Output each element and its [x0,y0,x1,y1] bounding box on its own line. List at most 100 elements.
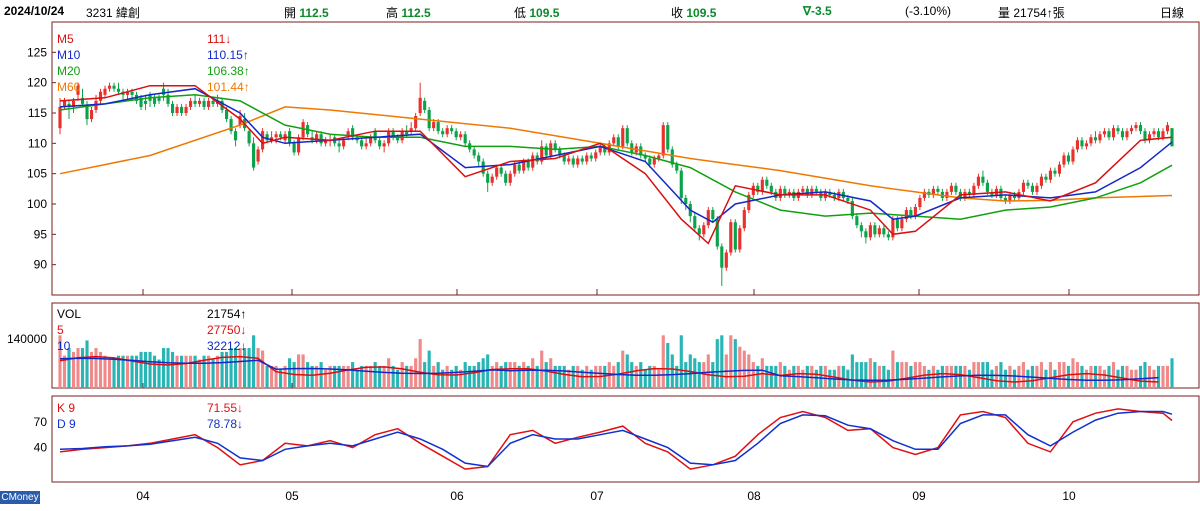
kd-tick-label: 70 [34,415,48,429]
candle-body [225,109,229,120]
volume-bar [175,355,179,388]
volume-bar [549,358,553,388]
x-axis-label: 09 [912,489,926,503]
volume-bar [468,365,472,388]
candle-body [490,176,494,183]
volume-bar [355,369,359,388]
candle-body [652,158,656,165]
legend-m20: M20 [57,64,81,78]
candle-body [1129,128,1134,132]
candle-body [346,131,350,138]
candle-body [256,149,260,162]
volume-bar [396,369,400,388]
candle-body [625,128,629,144]
volume-bar [337,365,341,388]
candle-body [152,97,157,104]
volume-bar [508,362,512,388]
volume-bar [378,365,382,388]
candle-body [1021,182,1026,192]
legend-m5-value: 111↓ [207,32,232,46]
candle-body [1075,140,1080,150]
volume-bar [409,365,413,388]
candle-body [886,234,890,238]
candle-body [337,143,341,147]
volume-bar [297,354,301,388]
candle-body [414,116,418,129]
candle-body [985,182,989,192]
candle-body [166,94,170,104]
ma20-line [59,94,1173,220]
volume-bar [1012,369,1016,388]
candle-body [922,191,926,198]
volume-bar [265,365,269,388]
candle-body [693,216,697,229]
volume-bar [216,355,220,388]
volume-bar [319,362,323,388]
volume-bar [1093,365,1098,388]
candle-body [1152,131,1156,135]
volume-bar [170,351,175,388]
volume-bar [58,335,62,388]
volume-bar [765,365,769,388]
volume-bar [990,369,994,388]
volume-bar [225,351,229,388]
candle-body [603,146,607,153]
candle-body [729,222,733,253]
candle-body [1143,131,1147,141]
volume-bar [184,355,188,388]
candle-body [720,246,724,268]
candle-body [517,164,521,171]
volume-bar [351,362,355,388]
candle-body [558,149,562,156]
volume-bar [873,362,877,388]
volume-bar [841,365,845,388]
candle-body [175,106,179,113]
candle-body [1111,128,1116,138]
legend-m60-value: 101.44↑ [207,80,250,94]
brand-logo: CMoney [0,491,40,504]
volume-bar [1026,369,1030,388]
change-percent: (-3.10%) [905,4,952,18]
candle-body [706,210,710,226]
volume-bar [373,362,377,388]
candle-body [252,143,256,168]
candle-body [1138,125,1143,132]
change-value: ∇-3.5 [803,4,832,18]
volume-bar [71,351,76,388]
volume-bar [886,369,890,388]
volume-bar [1003,369,1007,388]
volume-bar [472,365,476,388]
candle-body [265,134,269,141]
volume-bar [1120,365,1125,388]
volume-bar [837,365,841,388]
volume-bar [612,365,616,388]
volume-bar [774,365,778,388]
candle-body [531,155,535,168]
volume-bar [116,355,121,388]
candle-body [274,134,278,138]
candle-body [738,228,742,250]
volume-bar [576,365,580,388]
candle-body [103,88,107,95]
candle-body [945,191,949,198]
candle-body [882,228,886,235]
candle-body [450,128,454,132]
candle-body [499,167,503,174]
volume-bar [958,365,962,388]
candle-body [967,191,971,195]
x-axis-label: 05 [285,489,299,503]
candle-body [481,161,485,174]
candle-body [774,191,778,198]
volume-bar [526,365,530,388]
candle-body [877,228,881,235]
volume-bar [891,350,895,388]
volume-bar [477,362,481,388]
volume-bar [571,365,575,388]
candle-body [895,219,899,229]
x-axis-label: 06 [450,489,464,503]
volume-bar [274,365,278,388]
volume-bar [247,348,251,388]
candle-body [1156,131,1161,138]
candle-body [760,179,764,192]
volume-bar [747,354,751,388]
